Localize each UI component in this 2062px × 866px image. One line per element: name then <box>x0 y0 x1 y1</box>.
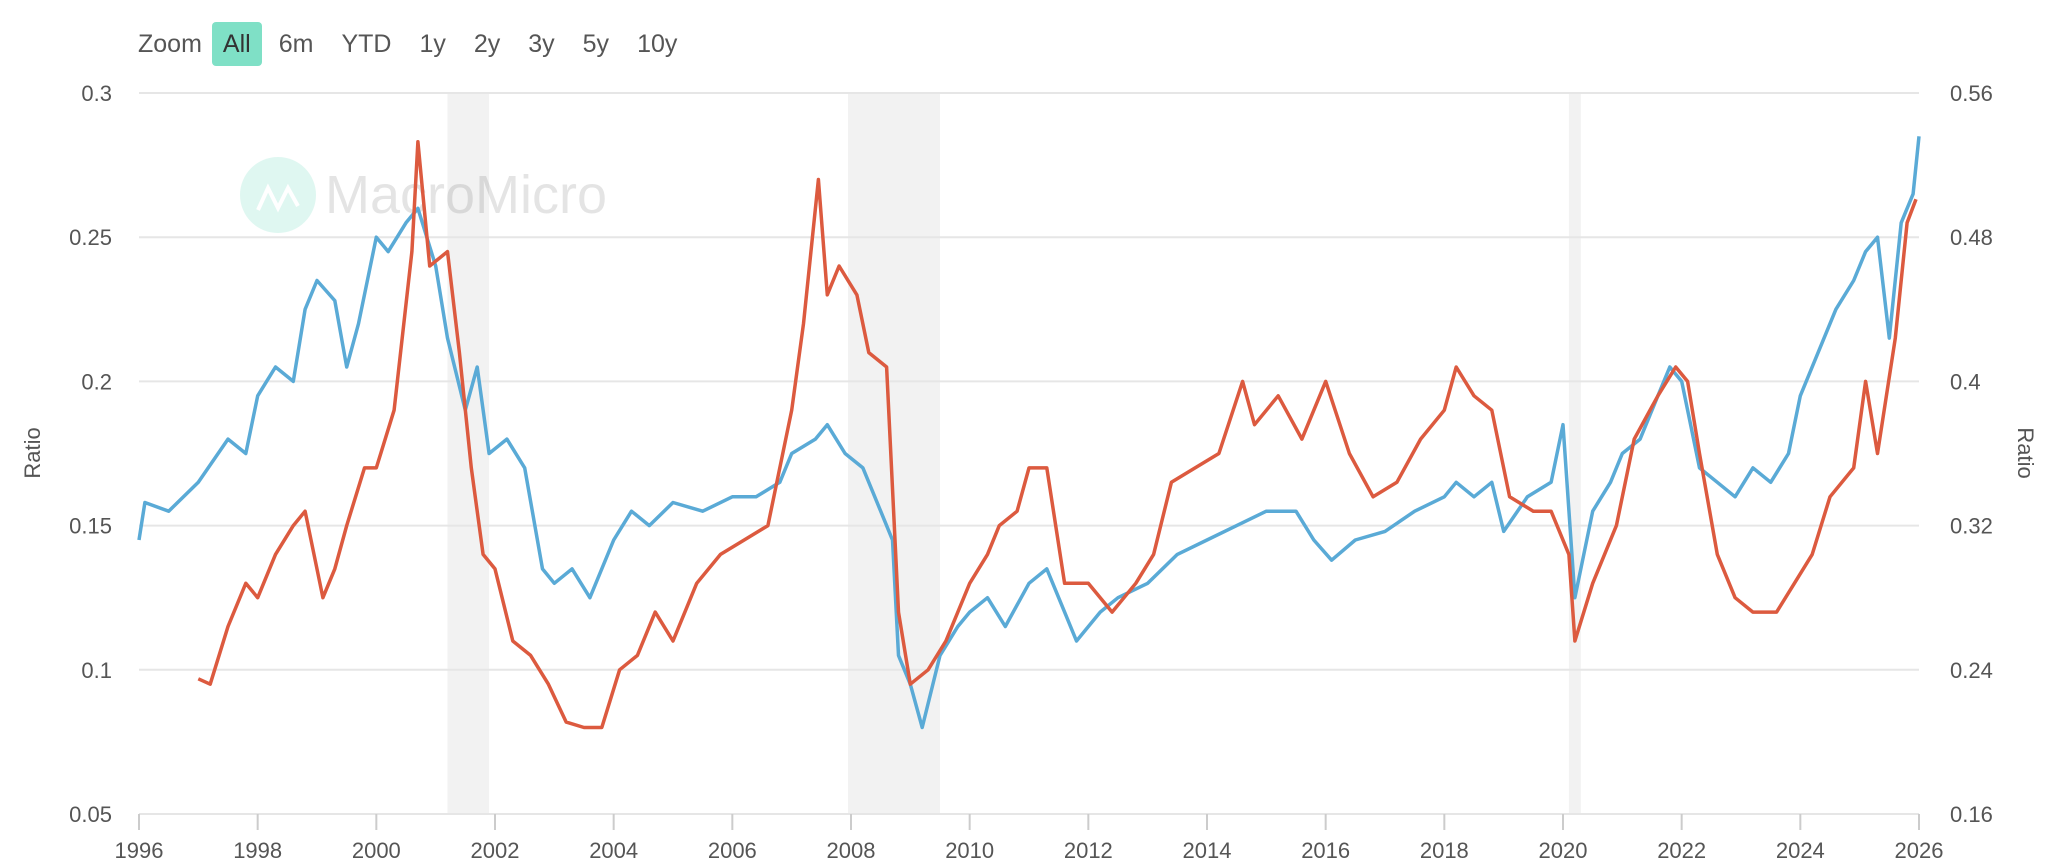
series-line-b <box>197 139 1918 730</box>
y-right-tick-label: 0.4 <box>1950 369 1981 394</box>
x-tick-label: 2000 <box>352 838 401 863</box>
y-right-axis-title: Ratio <box>2013 427 2038 478</box>
range-button-10y[interactable]: 10y <box>637 30 678 58</box>
y-right-tick-label: 0.48 <box>1950 225 1993 250</box>
y-right-tick-label: 0.16 <box>1950 802 1993 827</box>
watermark-icon <box>240 157 316 233</box>
range-button-1y[interactable]: 1y <box>419 30 446 58</box>
range-button-2y[interactable]: 2y <box>473 30 501 58</box>
x-tick-label: 2008 <box>827 838 876 863</box>
range-button-3y[interactable]: 3y <box>528 30 555 58</box>
y-right-tick-label: 0.24 <box>1950 658 1993 683</box>
y-left-tick-label: 0.1 <box>81 658 112 683</box>
y-left-tick-label: 0.15 <box>69 514 112 539</box>
y-left-tick-label: 0.3 <box>81 81 112 106</box>
x-tick-label: 2018 <box>1420 838 1469 863</box>
range-selector: Zoom All 6m YTD 1y 2y 3y 5y 10y <box>138 22 694 66</box>
x-tick-label: 2010 <box>945 838 994 863</box>
y-left-tick-label: 0.05 <box>69 802 112 827</box>
range-button-5y[interactable]: 5y <box>582 30 610 58</box>
x-tick-label: 2020 <box>1539 838 1588 863</box>
series-line-a <box>137 136 1921 730</box>
y-left-tick-label: 0.25 <box>69 225 112 250</box>
y-left-axis-title: Ratio <box>20 427 45 478</box>
x-tick-label: 1996 <box>115 838 164 863</box>
x-tick-label: 2004 <box>589 838 638 863</box>
watermark-logo: MacroMicro <box>240 157 607 233</box>
range-button-all[interactable]: All <box>211 22 262 66</box>
x-tick-label: 2006 <box>708 838 757 863</box>
y-right-tick-label: 0.32 <box>1950 514 1993 539</box>
x-tick-label: 2016 <box>1301 838 1350 863</box>
range-button-ytd[interactable]: YTD <box>341 30 392 58</box>
x-tick-label: 2002 <box>471 838 520 863</box>
x-tick-label: 2012 <box>1064 838 1113 863</box>
recession-band <box>848 93 940 814</box>
x-tick-label: 2024 <box>1776 838 1825 863</box>
zoom-label: Zoom <box>138 29 202 58</box>
x-tick-label: 2026 <box>1895 838 1944 863</box>
x-tick-label: 2014 <box>1183 838 1232 863</box>
x-tick-label: 1998 <box>233 838 282 863</box>
y-right-tick-label: 0.56 <box>1950 81 1993 106</box>
range-button-6m[interactable]: 6m <box>278 30 314 58</box>
y-left-tick-label: 0.2 <box>81 369 112 394</box>
watermark-text: MacroMicro <box>325 165 607 225</box>
x-tick-label: 2022 <box>1657 838 1706 863</box>
recession-band <box>1568 93 1581 814</box>
